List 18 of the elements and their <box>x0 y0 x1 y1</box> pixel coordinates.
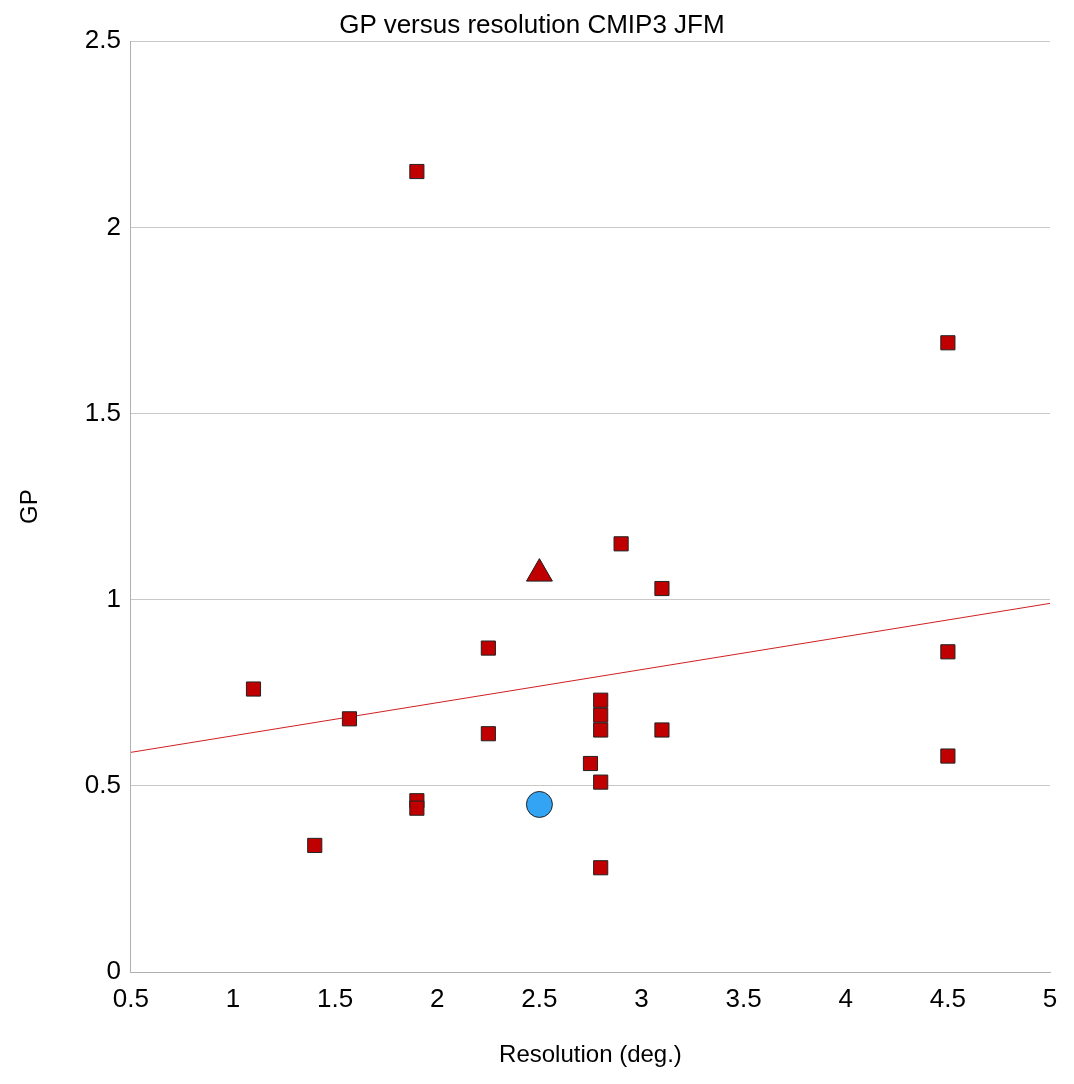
x-tick-label: 4.5 <box>929 982 966 1013</box>
x-tick-label: 2 <box>430 982 445 1013</box>
x-tick-label: 4 <box>838 982 853 1013</box>
y-tick-label: 1.5 <box>84 396 121 427</box>
x-tick-label: 2.5 <box>521 982 558 1013</box>
y-axis-title: GP <box>15 489 43 524</box>
x-tick-label: 1 <box>225 982 241 1013</box>
x-axis-title: Resolution (deg.) <box>499 1040 682 1068</box>
chart-title: GP versus resolution CMIP3 JFM <box>339 8 725 39</box>
y-tick-label: 2.5 <box>84 24 121 55</box>
y-tick-label: 0.5 <box>84 769 121 800</box>
x-tick-label: 3 <box>634 982 649 1013</box>
y-tick-label: 1 <box>106 582 121 613</box>
y-tick-label: 0 <box>106 955 121 986</box>
x-tick-label: 1.5 <box>317 982 354 1013</box>
x-tick-label: 5 <box>1042 982 1058 1013</box>
x-tick-label: 3.5 <box>725 982 762 1013</box>
y-tick-label: 2 <box>106 210 121 241</box>
